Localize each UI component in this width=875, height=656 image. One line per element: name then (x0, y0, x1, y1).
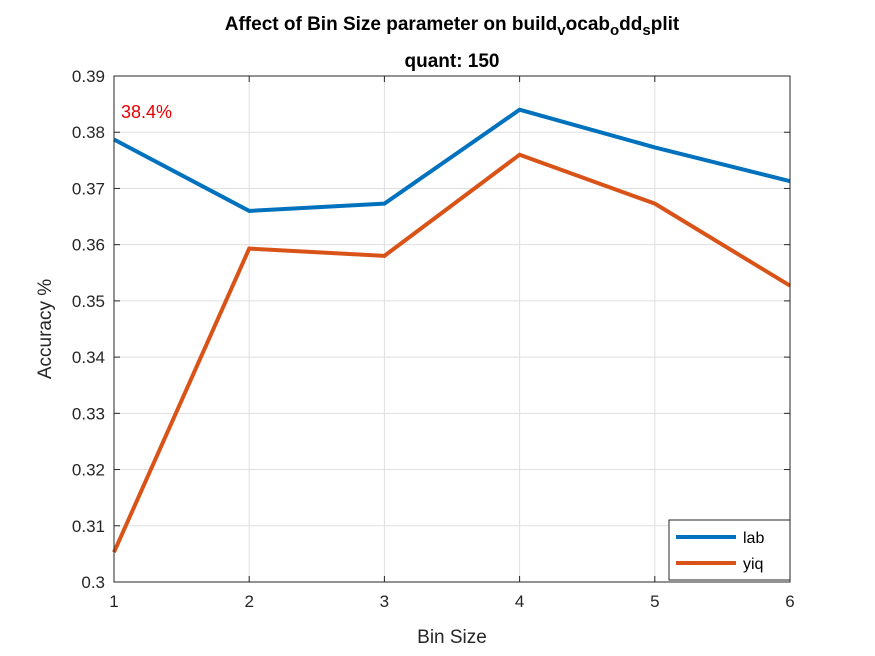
ticks (113, 75, 791, 583)
x-tick-label: 5 (650, 592, 659, 611)
title-subscript: s (642, 22, 650, 39)
x-tick-label: 4 (515, 592, 524, 611)
x-tick-label: 6 (785, 592, 794, 611)
title-segment: ocab (566, 14, 610, 35)
title-subscript: v (557, 22, 566, 39)
annotation-label: 38.4% (121, 102, 172, 122)
x-tick-label: 2 (244, 592, 253, 611)
y-tick-label: 0.38 (72, 123, 105, 142)
chart-subtitle: quant: 150 (404, 51, 499, 72)
legend-label-lab: lab (743, 530, 764, 547)
y-tick-label: 0.31 (72, 517, 105, 536)
series-group (112, 107, 792, 554)
y-tick-label: 0.33 (72, 404, 105, 423)
y-tick-label: 0.37 (72, 179, 105, 198)
title-subscript: o (610, 22, 619, 39)
y-tick-labels: 0.3 0.31 0.32 0.33 0.34 0.35 0.36 0.37 0.38 0.39 (72, 67, 105, 592)
plot-area (114, 76, 790, 582)
y-axis-label: Accuracy % (35, 279, 56, 379)
title-segment: Affect of Bin Size parameter on build (225, 14, 558, 35)
x-axis-label: Bin Size (417, 627, 487, 648)
legend: lab yiq (668, 519, 791, 581)
y-tick-label: 0.34 (72, 348, 105, 367)
title-segment: plit (651, 14, 680, 35)
chart-title: Affect of Bin Size parameter on buildvoc… (225, 14, 680, 39)
y-tick-label: 0.35 (72, 292, 105, 311)
series-line-yiq (112, 152, 792, 554)
y-tick-label: 0.32 (72, 461, 105, 480)
y-tick-label: 0.39 (72, 67, 105, 86)
title-segment: dd (619, 14, 642, 35)
y-tick-label: 0.3 (81, 573, 105, 592)
y-tick-label: 0.36 (72, 236, 105, 255)
x-tick-labels: 1 2 3 4 5 6 (109, 592, 794, 611)
axes-box (113, 75, 791, 583)
x-tick-label: 3 (380, 592, 389, 611)
series-line-lab (113, 107, 791, 213)
legend-box (668, 519, 791, 581)
legend-label-yiq: yiq (743, 556, 763, 573)
x-tick-label: 1 (109, 592, 118, 611)
